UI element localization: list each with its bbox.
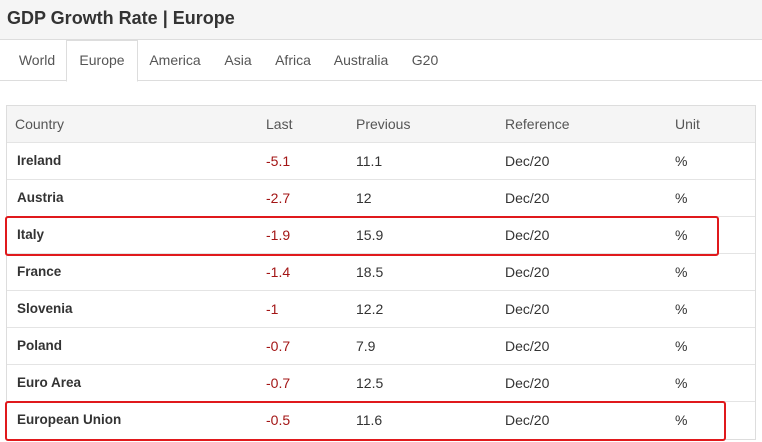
unit-value: %: [675, 153, 688, 169]
gdp-growth-table: Country Last Previous Reference Unit Ire…: [6, 105, 756, 440]
country-link[interactable]: France: [17, 264, 62, 279]
table-header-row: Country Last Previous Reference Unit: [7, 106, 755, 143]
last-value: -0.7: [266, 375, 291, 391]
region-tabs: World Europe America Asia Africa Austral…: [0, 40, 762, 82]
country-link[interactable]: Poland: [17, 338, 63, 353]
reference-value: Dec/20: [505, 190, 550, 206]
previous-value: 7.9: [356, 338, 376, 354]
table-row: European Union -0.5 11.6 Dec/20 %: [7, 402, 755, 439]
last-value: -1.4: [266, 264, 291, 280]
previous-value: 12.2: [356, 301, 384, 317]
unit-value: %: [675, 412, 688, 428]
previous-value: 12.5: [356, 375, 384, 391]
reference-value: Dec/20: [505, 412, 550, 428]
last-value: -1: [266, 301, 279, 317]
country-link[interactable]: Euro Area: [17, 375, 82, 390]
unit-value: %: [675, 190, 688, 206]
tab-america[interactable]: America: [149, 52, 201, 68]
last-value: -0.7: [266, 338, 291, 354]
previous-value: 11.6: [356, 412, 383, 428]
table-row: Italy -1.9 15.9 Dec/20 %: [7, 217, 755, 254]
tab-g20[interactable]: G20: [411, 52, 439, 68]
table-row: Poland -0.7 7.9 Dec/20 %: [7, 328, 755, 365]
column-header-previous[interactable]: Previous: [356, 116, 411, 132]
country-link[interactable]: Italy: [17, 227, 45, 242]
unit-value: %: [675, 227, 688, 243]
reference-value: Dec/20: [505, 227, 550, 243]
page-title: GDP Growth Rate | Europe: [7, 8, 235, 28]
last-value: -1.9: [266, 227, 291, 243]
unit-value: %: [675, 338, 688, 354]
country-link[interactable]: Austria: [17, 190, 64, 205]
reference-value: Dec/20: [505, 153, 550, 169]
table-row: France -1.4 18.5 Dec/20 %: [7, 254, 755, 291]
column-header-last[interactable]: Last: [266, 116, 293, 132]
reference-value: Dec/20: [505, 301, 550, 317]
table-row: Austria -2.7 12 Dec/20 %: [7, 180, 755, 217]
tab-africa[interactable]: Africa: [275, 52, 311, 68]
tab-europe[interactable]: Europe: [66, 40, 138, 82]
previous-value: 11.1: [356, 153, 383, 169]
column-header-reference[interactable]: Reference: [505, 116, 570, 132]
last-value: -5.1: [266, 153, 291, 169]
country-link[interactable]: European Union: [17, 412, 122, 427]
country-link[interactable]: Slovenia: [17, 301, 73, 316]
column-header-country[interactable]: Country: [15, 116, 65, 132]
unit-value: %: [675, 375, 688, 391]
reference-value: Dec/20: [505, 264, 550, 280]
table-row: Euro Area -0.7 12.5 Dec/20 %: [7, 365, 755, 402]
country-link[interactable]: Ireland: [17, 153, 62, 168]
previous-value: 18.5: [356, 264, 384, 280]
tab-asia[interactable]: Asia: [224, 52, 252, 68]
previous-value: 12: [356, 190, 372, 206]
column-header-unit[interactable]: Unit: [675, 116, 700, 132]
table-row: Ireland -5.1 11.1 Dec/20 %: [7, 143, 755, 180]
page-header: GDP Growth Rate | Europe: [0, 0, 762, 40]
reference-value: Dec/20: [505, 338, 550, 354]
tab-world[interactable]: World: [18, 52, 56, 68]
unit-value: %: [675, 301, 688, 317]
tab-australia[interactable]: Australia: [333, 52, 389, 68]
previous-value: 15.9: [356, 227, 384, 243]
table-row: Slovenia -1 12.2 Dec/20 %: [7, 291, 755, 328]
last-value: -2.7: [266, 190, 291, 206]
unit-value: %: [675, 264, 688, 280]
last-value: -0.5: [266, 412, 291, 428]
reference-value: Dec/20: [505, 375, 550, 391]
